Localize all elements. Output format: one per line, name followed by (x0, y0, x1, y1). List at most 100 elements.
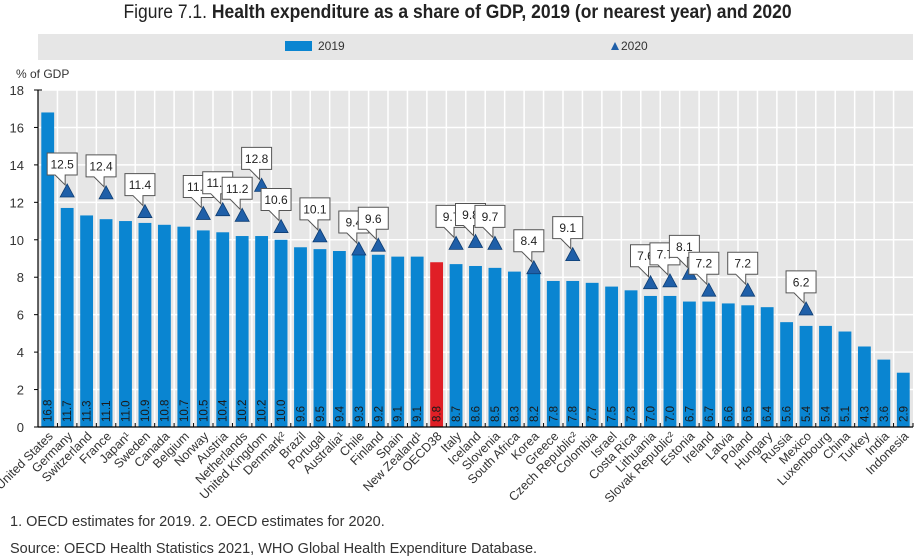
bar-value-label: 8.5 (490, 406, 502, 422)
bar-2019 (585, 282, 599, 427)
bar-2019 (857, 346, 871, 427)
bar-value-label: 11.3 (82, 400, 94, 422)
bar-value-label: 5.6 (782, 406, 794, 422)
marker-2020-value-label: 9.6 (365, 212, 382, 226)
bar-2019 (80, 215, 94, 427)
bar-value-label: 9.4 (334, 405, 346, 422)
bar-2019 (332, 251, 346, 427)
bar-2019 (313, 249, 327, 427)
bar-value-label: 7.8 (568, 406, 580, 422)
bar-2019 (799, 325, 813, 427)
marker-2020-value-label: 8.1 (676, 240, 693, 254)
marker-callout-box (221, 176, 253, 211)
marker-2020-triangle (351, 241, 367, 256)
bar-value-label: 6.6 (723, 406, 735, 422)
marker-2020-value-label: 12.4 (89, 159, 113, 173)
bar-2019 (60, 207, 74, 427)
bar-value-label: 8.3 (509, 406, 521, 422)
figure-number: Figure 7.1. (123, 2, 208, 23)
bar-value-label: 7.7 (587, 406, 599, 422)
bar-value-label: 10.5 (198, 400, 210, 422)
marker-callout-box (727, 251, 759, 286)
bar-2019 (138, 222, 152, 427)
bar-2019 (41, 112, 55, 427)
bar-value-label: 5.4 (801, 405, 813, 422)
bar-2019 (177, 226, 191, 427)
bar-value-label: 11.7 (62, 400, 74, 422)
bar-value-label: 9.1 (412, 406, 424, 422)
marker-callout-box (552, 216, 584, 250)
bar-value-label: 8.6 (471, 406, 483, 422)
marker-2020-triangle (448, 235, 464, 250)
marker-2020-triangle (215, 201, 231, 217)
marker-2020-triangle (740, 282, 756, 297)
y-tick-label: 8 (17, 270, 24, 285)
bar-2019 (624, 290, 638, 427)
marker-2020-triangle (565, 246, 581, 262)
bar-2019 (216, 232, 230, 427)
bar-2019 (760, 307, 774, 427)
bar-2019 (721, 303, 735, 427)
marker-2020-value-label: 6.2 (793, 275, 810, 289)
bar-2019 (741, 305, 755, 427)
marker-2020-triangle (370, 237, 386, 252)
bar-value-label: 10.7 (179, 400, 191, 422)
y-tick-label: 2 (17, 383, 24, 398)
bar-2019 (896, 372, 910, 427)
marker-callout-box (668, 234, 700, 269)
bar-2019 (294, 247, 307, 427)
y-tick-label: 12 (10, 195, 24, 210)
bar-value-label: 5.4 (821, 405, 833, 422)
bar-value-label: 5.1 (840, 406, 852, 422)
marker-2020-triangle (59, 183, 75, 198)
marker-2020-triangle (195, 205, 211, 220)
bar-2019 (682, 301, 696, 427)
y-tick-label: 4 (17, 345, 24, 360)
marker-2020-triangle (98, 185, 114, 200)
y-tick-label: 16 (10, 120, 24, 135)
marker-callout-box (357, 206, 389, 241)
marker-callout-box (85, 154, 117, 189)
bar-value-label: 7.3 (626, 406, 638, 422)
marker-2020-value-label: 8.4 (520, 234, 537, 248)
bar-value-label: 7.0 (665, 406, 677, 422)
bar-2019 (391, 256, 405, 427)
marker-callout-box (785, 270, 817, 305)
bar-value-label: 8.7 (451, 406, 463, 422)
bar-2019 (819, 325, 832, 427)
marker-2020-triangle (701, 282, 717, 297)
marker-callout-box (124, 173, 156, 207)
bar-value-label: 10.8 (159, 400, 171, 422)
bar-2019 (196, 230, 210, 427)
bar-2019 (430, 262, 444, 427)
bar-2019 (838, 331, 852, 427)
y-tick-label: 10 (10, 233, 24, 248)
bar-2019 (352, 252, 366, 427)
bar-value-label: 3.6 (879, 406, 891, 422)
bar-value-label: 16.8 (43, 400, 55, 422)
y-tick-label: 14 (10, 158, 24, 173)
bar-2019 (255, 236, 269, 427)
bar-2019 (449, 264, 463, 427)
y-tick-label: 6 (17, 308, 24, 323)
legend: 2019 2020 (38, 34, 913, 60)
marker-2020-triangle (662, 272, 678, 288)
y-tick-label: 18 (10, 83, 24, 98)
bar-value-label: 10.4 (218, 399, 230, 422)
bar-value-label: 9.5 (315, 406, 327, 422)
bar-value-label: 6.4 (762, 405, 774, 422)
bar-2019 (702, 301, 716, 427)
figure-title: Health expenditure as a share of GDP, 20… (211, 2, 792, 23)
bar-2019 (119, 221, 132, 427)
marker-2020-value-label: 11.2 (226, 182, 249, 196)
bar-value-label: 8.8 (432, 406, 444, 422)
marker-2020-triangle (234, 207, 250, 222)
bar-value-label: 11.0 (121, 400, 133, 422)
marker-callout-box (688, 251, 720, 286)
marker-2020-value-label: 9.7 (482, 210, 499, 224)
bar-2019 (99, 219, 113, 427)
marker-2020-triangle (526, 259, 542, 275)
bar-value-label: 7.5 (607, 406, 619, 422)
marker-2020-value-label: 10.6 (264, 193, 288, 207)
marker-2020-value-label: 10.1 (303, 202, 327, 216)
